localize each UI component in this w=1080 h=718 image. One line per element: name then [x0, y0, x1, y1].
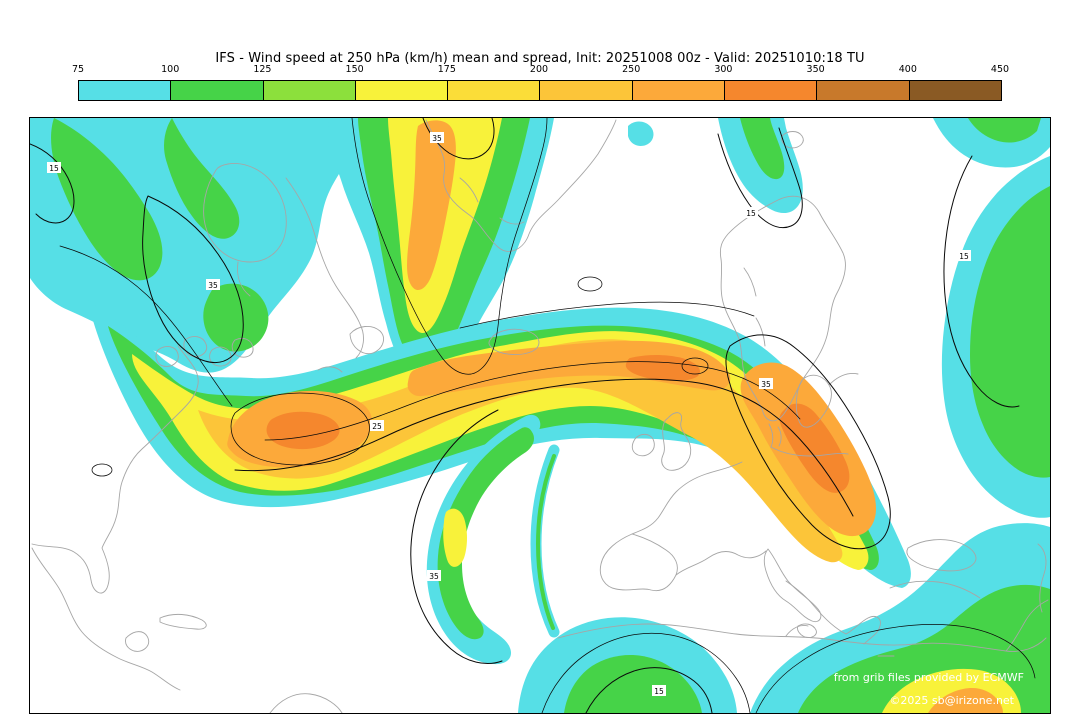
colorbar-segment	[540, 81, 633, 100]
svg-text:35: 35	[429, 572, 439, 581]
attribution-line-2: ©2025 sb@irizone.net	[889, 694, 1014, 707]
weather-map: 15 35 25 35 35 15 35 15 15 from grib files provi…	[30, 118, 1050, 713]
contour-label: 25	[370, 420, 384, 431]
attribution: from grib files provided by ECMWF ©2025 …	[834, 671, 1024, 707]
contour-label: 35	[759, 378, 773, 389]
svg-text:15: 15	[746, 209, 756, 218]
page-title: IFS - Wind speed at 250 hPa (km/h) mean …	[215, 51, 865, 66]
coastlines-layer	[31, 119, 1049, 713]
colorbar-tick-label: 100	[161, 64, 180, 75]
svg-text:35: 35	[432, 134, 442, 143]
attribution-line-1: from grib files provided by ECMWF	[834, 671, 1024, 684]
colorbar-tick-label: 150	[345, 64, 364, 75]
colorbar-tick-label: 450	[990, 64, 1010, 75]
colorbar-tick-label: 400	[898, 64, 917, 75]
contour-label: 15	[47, 162, 61, 173]
colorbar-segment	[725, 81, 818, 100]
colorbar-tick-label: 175	[437, 64, 456, 75]
colorbar-segment	[448, 81, 541, 100]
colorbar-segment	[632, 81, 726, 100]
svg-text:15: 15	[654, 687, 664, 696]
colorbar-segment	[355, 81, 449, 100]
colorbar-segment	[817, 81, 910, 100]
colorbar	[78, 80, 1002, 101]
svg-text:15: 15	[959, 252, 969, 261]
contour-label: 35	[206, 279, 220, 290]
colorbar-segment	[171, 81, 264, 100]
contour-labels-group: 15 35 25 35 35 15 35 15 15	[47, 132, 971, 696]
contour-lines-layer	[30, 118, 1036, 713]
contour-label: 35	[427, 570, 441, 581]
colorbar-segment	[79, 81, 172, 100]
colorbar-segment	[263, 81, 356, 100]
contour-label: 15	[744, 207, 758, 218]
fill-jet-core-atlantic	[407, 340, 731, 397]
wind-speed-fill-layer	[30, 118, 1050, 713]
colorbar-tick-label: 350	[806, 64, 825, 75]
contour-label: 15	[652, 685, 666, 696]
colorbar-segment	[909, 81, 1001, 100]
map-frame: 15 35 25 35 35 15 35 15 15 from grib files provi…	[29, 117, 1051, 714]
contour-label: 35	[430, 132, 444, 143]
svg-text:35: 35	[208, 281, 218, 290]
contour-label: 15	[957, 250, 971, 261]
colorbar-tick-label: 200	[529, 64, 549, 75]
colorbar-tick-label: 75	[71, 64, 85, 75]
colorbar-tick-label: 300	[714, 64, 733, 75]
svg-text:35: 35	[761, 380, 771, 389]
colorbar-tick-label: 125	[253, 64, 272, 75]
colorbar-ticks: 75 100 125 150 175 200 250 300 350 400 450	[72, 64, 1009, 77]
svg-text:25: 25	[372, 422, 382, 431]
colorbar-tick-label: 250	[622, 64, 641, 75]
svg-text:15: 15	[49, 164, 59, 173]
